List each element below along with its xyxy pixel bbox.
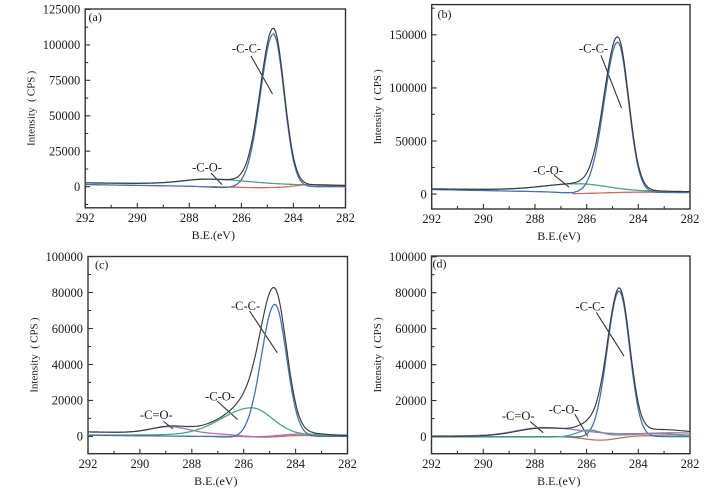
svg-text:(a): (a) [89, 10, 102, 24]
svg-text:75000: 75000 [49, 74, 80, 88]
svg-text:284: 284 [629, 212, 649, 226]
svg-text:(b): (b) [438, 7, 452, 21]
svg-text:40000: 40000 [395, 358, 426, 372]
svg-text:282: 282 [681, 212, 700, 226]
svg-text:-C-O-: -C-O- [549, 403, 579, 417]
svg-text:Intensity ( CPS ): Intensity ( CPS ) [29, 317, 41, 393]
svg-text:Intensity ( CPS ): Intensity ( CPS ) [372, 69, 384, 145]
svg-text:100000: 100000 [389, 250, 427, 264]
svg-text:292: 292 [422, 457, 441, 471]
svg-text:B.E.(eV): B.E.(eV) [537, 229, 580, 243]
svg-text:290: 290 [128, 211, 147, 225]
svg-text:288: 288 [182, 457, 201, 471]
svg-text:292: 292 [76, 211, 95, 225]
svg-text:-C=O-: -C=O- [502, 409, 535, 423]
svg-text:288: 288 [180, 211, 199, 225]
svg-text:-C-C-: -C-C- [232, 42, 261, 56]
svg-text:282: 282 [338, 457, 357, 471]
svg-text:20000: 20000 [395, 394, 426, 408]
svg-text:282: 282 [681, 457, 700, 471]
svg-text:Intensity ( CPS ): Intensity ( CPS ) [26, 70, 38, 146]
svg-text:B.E.(eV): B.E.(eV) [192, 228, 235, 242]
svg-text:-C-O-: -C-O- [205, 390, 235, 404]
svg-text:80000: 80000 [395, 286, 426, 300]
svg-text:286: 286 [234, 457, 253, 471]
svg-text:-C-C-: -C-C- [231, 299, 260, 313]
svg-text:(c): (c) [95, 258, 108, 272]
svg-text:286: 286 [232, 211, 251, 225]
svg-text:0: 0 [77, 430, 83, 444]
svg-text:-C-O-: -C-O- [533, 163, 563, 177]
svg-text:0: 0 [420, 430, 426, 444]
svg-text:100000: 100000 [389, 81, 427, 95]
svg-text:292: 292 [79, 457, 98, 471]
svg-text:B.E.(eV): B.E.(eV) [537, 474, 580, 488]
svg-text:-C-C-: -C-C- [575, 300, 604, 314]
svg-text:25000: 25000 [49, 145, 80, 159]
svg-text:50000: 50000 [395, 134, 426, 148]
svg-text:40000: 40000 [52, 358, 83, 372]
svg-text:60000: 60000 [52, 322, 83, 336]
svg-text:60000: 60000 [395, 322, 426, 336]
svg-text:-C-O-: -C-O- [192, 161, 222, 175]
svg-text:292: 292 [422, 212, 441, 226]
svg-text:286: 286 [577, 212, 596, 226]
svg-text:20000: 20000 [52, 394, 83, 408]
svg-text:Intensity ( CPS ): Intensity ( CPS ) [372, 317, 384, 393]
svg-text:282: 282 [336, 211, 355, 225]
svg-text:290: 290 [131, 457, 150, 471]
svg-text:80000: 80000 [52, 286, 83, 300]
svg-text:100000: 100000 [46, 250, 84, 264]
svg-text:290: 290 [474, 457, 493, 471]
svg-text:-C=O-: -C=O- [140, 408, 173, 422]
svg-text:-C-C-: -C-C- [579, 42, 608, 56]
svg-text:0: 0 [74, 180, 80, 194]
svg-text:284: 284 [629, 457, 649, 471]
svg-text:150000: 150000 [389, 28, 427, 42]
svg-text:(d): (d) [433, 257, 447, 271]
svg-text:0: 0 [420, 187, 426, 201]
svg-text:B.E.(eV): B.E.(eV) [194, 474, 237, 488]
svg-text:284: 284 [286, 457, 306, 471]
svg-text:288: 288 [526, 457, 545, 471]
svg-text:288: 288 [526, 212, 545, 226]
svg-text:125000: 125000 [43, 3, 81, 17]
svg-text:100000: 100000 [43, 38, 81, 52]
svg-text:290: 290 [474, 212, 493, 226]
svg-text:286: 286 [577, 457, 596, 471]
svg-text:284: 284 [284, 211, 304, 225]
svg-text:50000: 50000 [49, 109, 80, 123]
